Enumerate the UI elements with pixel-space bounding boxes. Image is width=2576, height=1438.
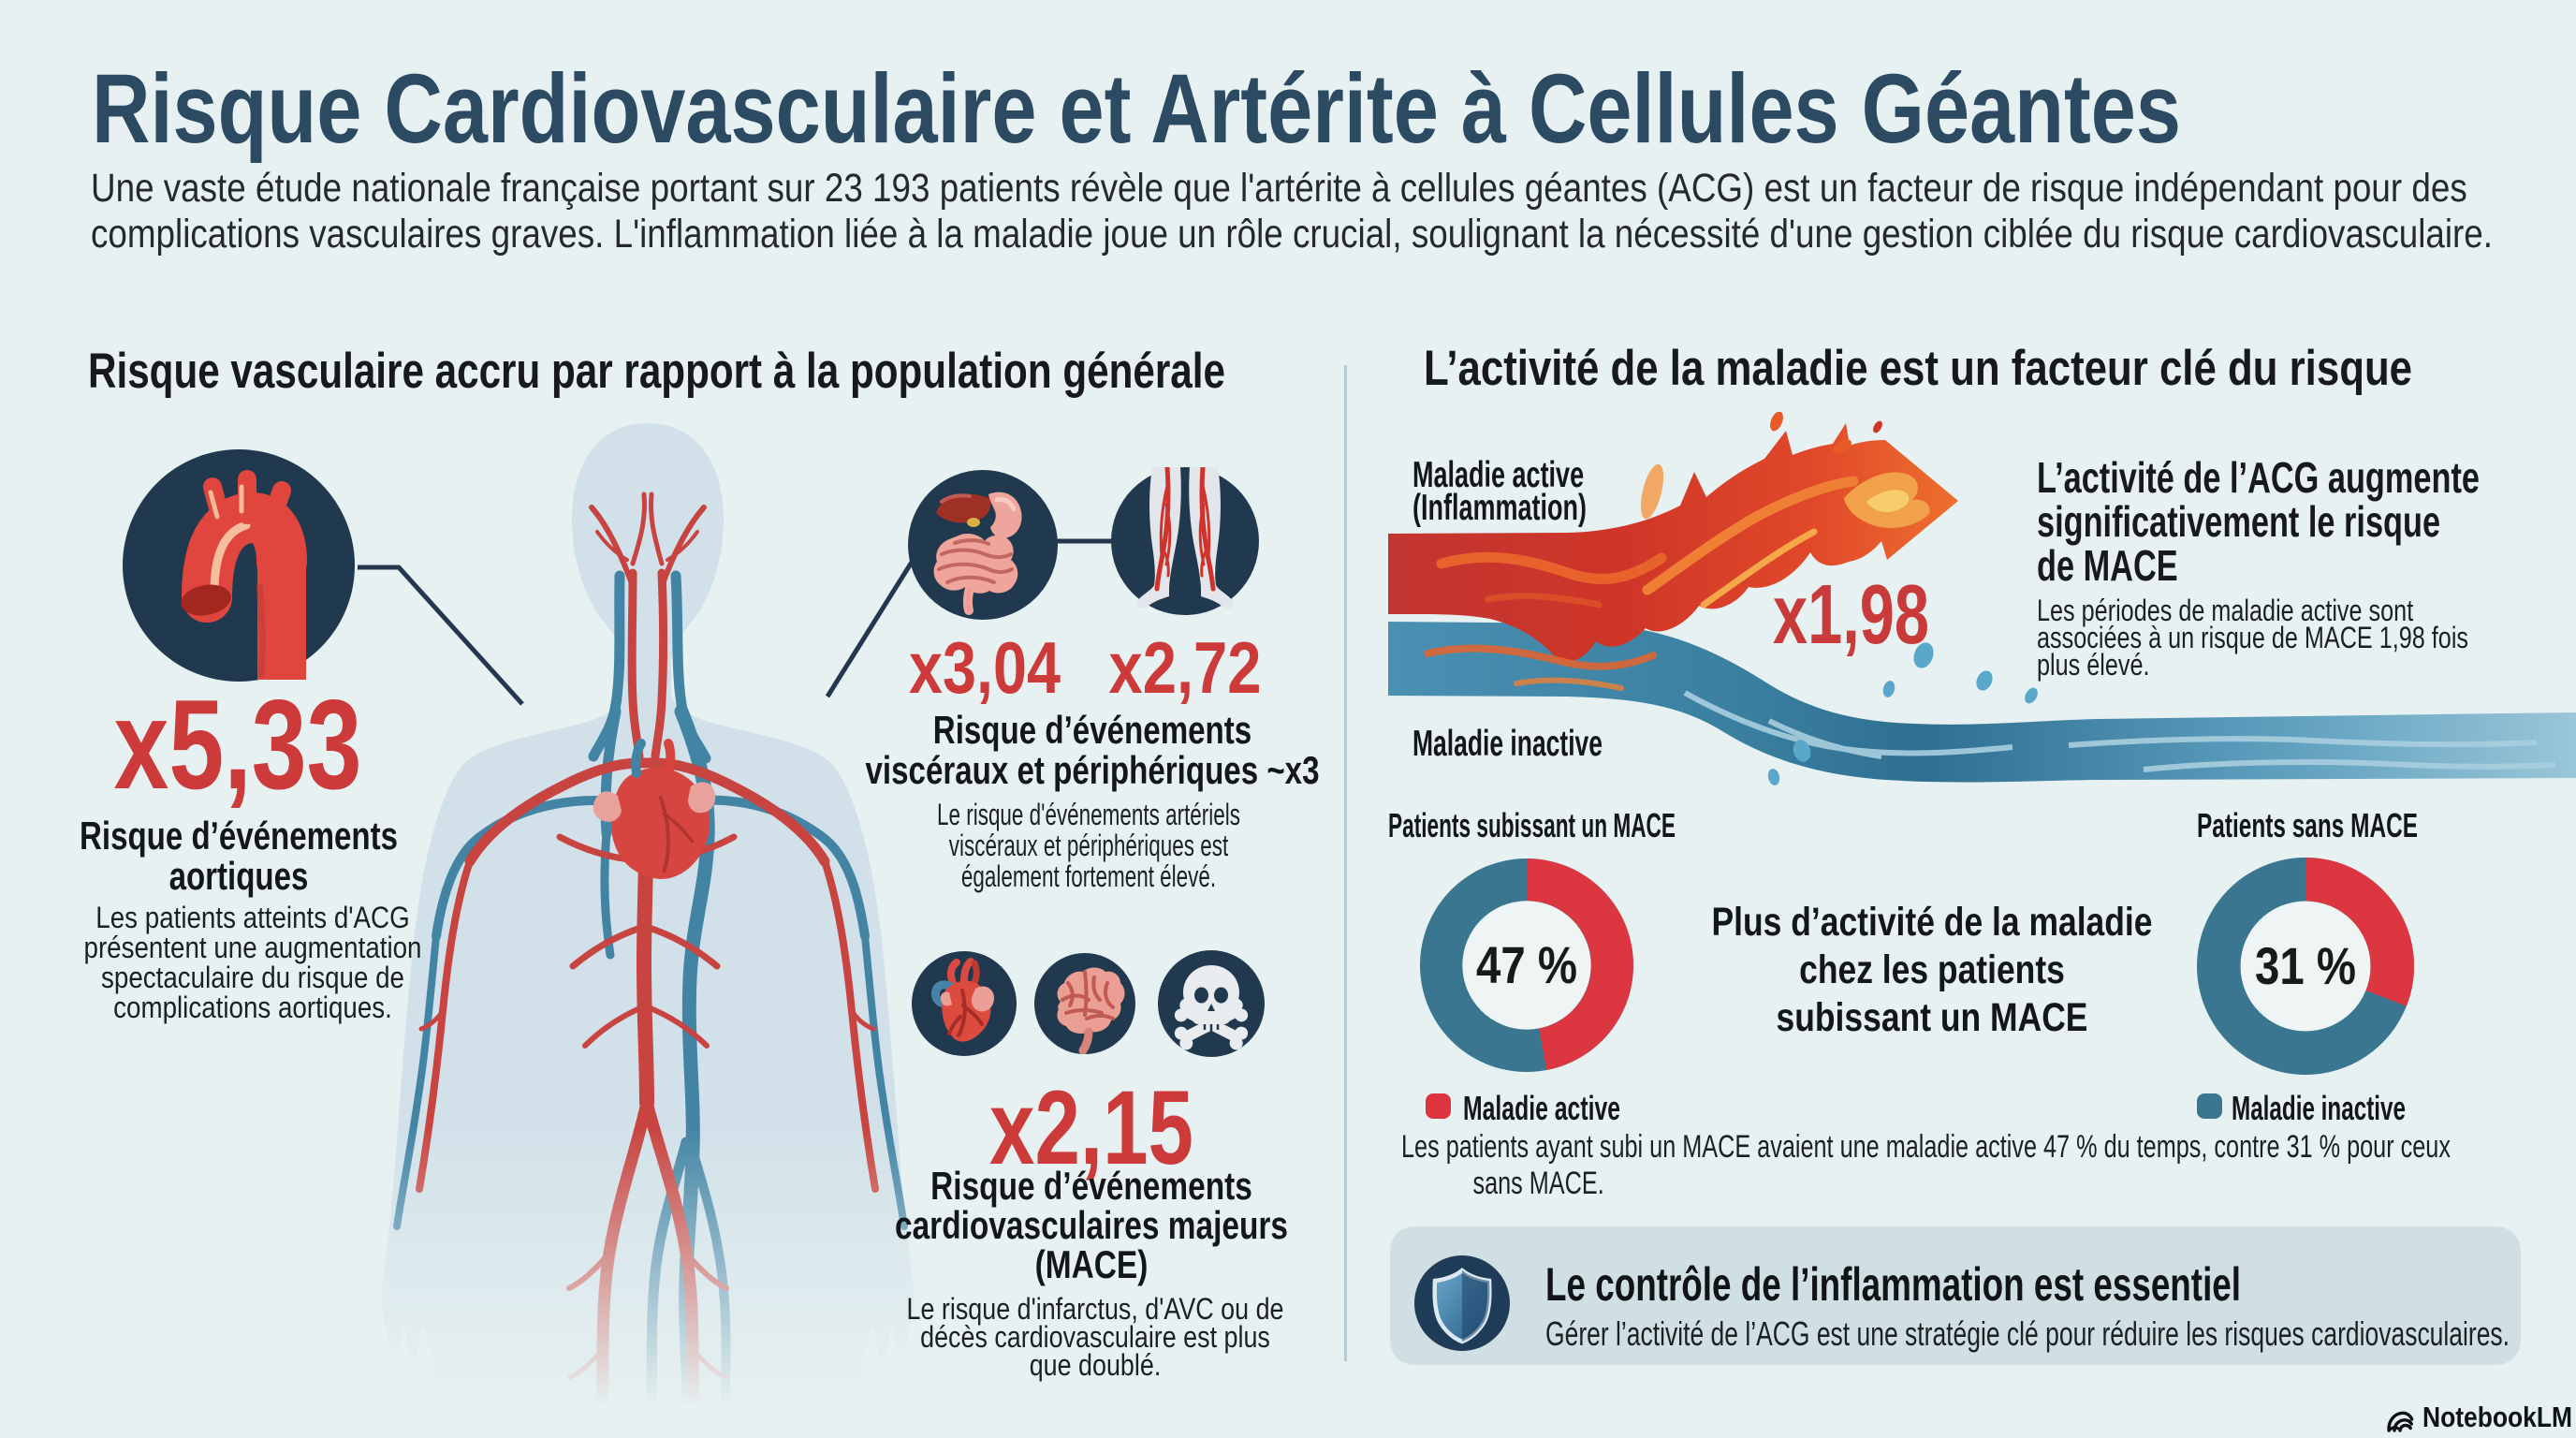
svg-text:31 %: 31 % xyxy=(2255,936,2356,995)
svg-text:47 %: 47 % xyxy=(1476,935,1577,994)
